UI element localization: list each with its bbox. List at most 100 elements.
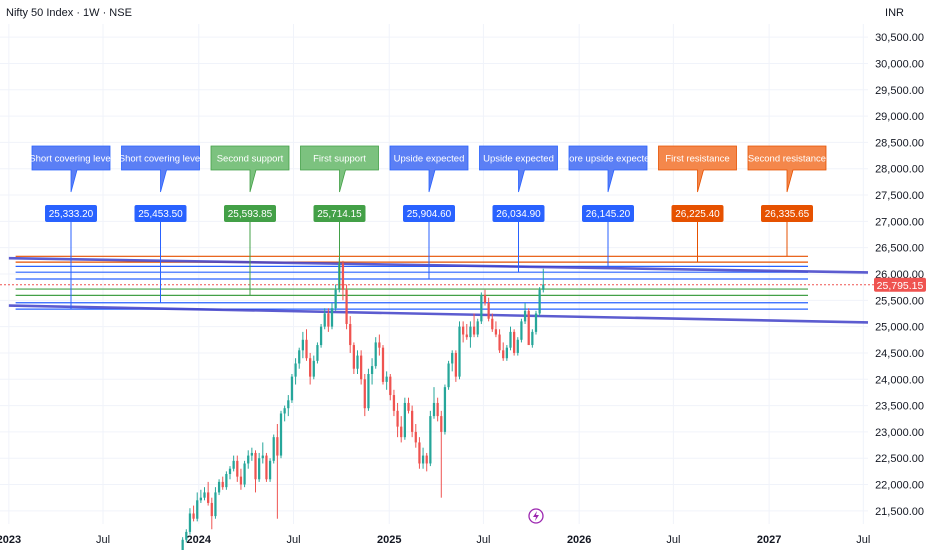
level-callout[interactable]: Short covering level 25,333.20: [29, 145, 113, 310]
trend-line: [8, 256, 869, 274]
candle-body: [250, 452, 253, 456]
callout-value: 26,034.90: [496, 209, 541, 220]
candle-body: [534, 313, 538, 332]
candle-body: [352, 345, 355, 369]
level-callout[interactable]: First support 25,714.15: [300, 145, 379, 290]
callout-label: Upside expected: [483, 154, 554, 165]
symbol-title[interactable]: Nifty 50 Index · 1W · NSE: [6, 7, 132, 19]
callout-bubble: [210, 145, 290, 193]
level-callout[interactable]: Second support 25,593.85: [210, 145, 290, 296]
candle-body: [440, 416, 443, 432]
callout-bubble: [658, 145, 737, 193]
candle-body: [374, 342, 377, 367]
candle-body: [221, 481, 224, 488]
level-callout[interactable]: Short covering level 25,453.50: [119, 145, 202, 303]
candle-body: [290, 376, 294, 401]
candle-body: [283, 408, 286, 414]
x-tick-label: Jul: [476, 534, 490, 546]
candle-body: [185, 531, 188, 540]
current-price-value: 25,795.15: [877, 280, 924, 292]
callout-bubble: [31, 145, 111, 193]
candle-body: [254, 452, 257, 480]
candle-body: [472, 326, 476, 335]
callout-label: Second support: [217, 154, 284, 165]
callout-value: 25,453.50: [138, 209, 183, 220]
x-tick-label: Jul: [96, 534, 110, 546]
candle-body: [243, 463, 246, 485]
level-callout[interactable]: Upside expected 25,904.60: [389, 145, 469, 280]
candle-body: [381, 347, 385, 382]
candle-body: [330, 308, 334, 327]
candle-body: [225, 474, 228, 488]
candle-body: [538, 289, 541, 314]
y-tick-label: 30,500.00: [875, 32, 924, 44]
candle-body: [491, 318, 494, 330]
candle-body: [378, 342, 381, 348]
callout-value-pill: [403, 205, 455, 222]
candle-body: [385, 376, 388, 382]
event-marker-bolt: [532, 511, 539, 521]
candle-body: [349, 324, 352, 346]
callout-label: Short covering level: [119, 154, 202, 165]
candle-body: [505, 347, 508, 359]
candle-body: [396, 410, 399, 427]
candle-body: [334, 289, 337, 309]
y-tick-label: 29,000.00: [875, 111, 924, 123]
callout-bubble: [300, 145, 379, 193]
candle-body: [363, 379, 366, 409]
y-tick-label: 25,000.00: [875, 322, 924, 334]
candle-body: [214, 492, 217, 517]
candle-body: [443, 387, 447, 432]
candle-body: [447, 363, 450, 388]
candle-body: [483, 295, 487, 303]
candle-body: [520, 321, 523, 340]
callout-value-pill: [45, 205, 97, 222]
candle-body: [199, 497, 202, 501]
candle-body: [210, 502, 213, 517]
candle-body: [523, 310, 527, 322]
candle-body: [268, 460, 272, 480]
candle-body: [462, 326, 465, 335]
candle-body: [239, 476, 243, 485]
y-tick-label: 28,500.00: [875, 137, 924, 149]
y-tick-label: 22,500.00: [875, 453, 924, 465]
callout-value: 25,593.85: [228, 209, 273, 220]
candle-body: [327, 313, 330, 327]
y-tick-label: 28,000.00: [875, 164, 924, 176]
candle-body: [272, 437, 275, 461]
candle-body: [531, 331, 534, 346]
candle-body: [451, 352, 454, 364]
callout-label: First resistance: [665, 154, 729, 165]
callout-bubble: [389, 145, 469, 193]
level-callout[interactable]: First resistance 26,225.40: [658, 145, 737, 263]
callout-bubble: [747, 145, 827, 193]
candle-body: [287, 400, 290, 409]
lightning-icon[interactable]: [528, 508, 544, 524]
candle-body: [469, 326, 472, 338]
candle-body: [502, 350, 505, 359]
candle-body: [298, 350, 301, 364]
candle-body: [516, 339, 519, 353]
callout-bubble: [121, 145, 200, 193]
y-tick-label: 21,500.00: [875, 506, 924, 518]
current-price-tag: [874, 277, 926, 292]
callout-value: 25,714.15: [317, 209, 362, 220]
level-callout[interactable]: Second resistance 26,335.65: [747, 145, 827, 257]
candle-body: [414, 431, 417, 443]
candle-body: [458, 326, 461, 377]
candle-body: [319, 326, 323, 346]
callout-value-pill: [671, 205, 724, 222]
level-callout[interactable]: More upside expected 26,145.20: [561, 145, 655, 267]
level-callout[interactable]: Upside expected 26,034.90: [479, 145, 558, 273]
callout-value-pill: [313, 205, 366, 222]
currency-label: INR: [885, 7, 904, 19]
candle-body: [341, 263, 345, 290]
candle-body: [429, 416, 432, 464]
candle-body: [203, 492, 206, 498]
candle-body: [403, 402, 406, 438]
candle-body: [421, 455, 425, 464]
y-tick-label: 24,000.00: [875, 374, 924, 386]
x-tick-label: 2024: [187, 534, 212, 546]
